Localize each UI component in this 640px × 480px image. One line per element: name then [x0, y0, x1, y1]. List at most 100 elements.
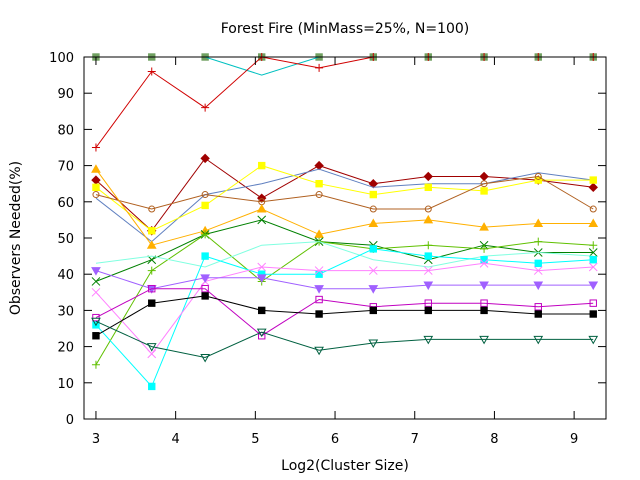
series-point: [201, 230, 210, 239]
series-point: [424, 252, 432, 260]
series-point: [534, 303, 542, 311]
plot-marks: [91, 53, 599, 391]
series-point: [314, 346, 324, 356]
series-point: [423, 214, 434, 224]
series-group: [92, 161, 597, 235]
axes: 0 10 20 30 40 50 60 70 80 90 100 3 4 5 6 7 8 9: [49, 51, 606, 447]
series-group: [91, 317, 599, 363]
series-line: [95, 56, 594, 148]
series-group: [92, 292, 597, 340]
series-point: [148, 227, 156, 235]
series-point: [479, 222, 489, 231]
series-point: [424, 205, 432, 213]
series-point: [315, 270, 323, 278]
series-point: [423, 266, 433, 275]
series-point: [589, 176, 597, 184]
series-point: [423, 335, 434, 345]
series-group: [92, 172, 597, 213]
x-tick-label: 8: [490, 432, 498, 447]
series-line: [95, 168, 594, 246]
series-point: [480, 256, 488, 264]
series-point: [480, 299, 488, 307]
series-group: [95, 241, 594, 268]
series-line: [95, 270, 594, 290]
series-point: [91, 267, 101, 276]
series-point: [315, 63, 324, 72]
series-point: [533, 266, 543, 275]
series-point: [92, 313, 100, 322]
series-point: [257, 262, 267, 272]
series-line: [95, 241, 594, 268]
series-point: [148, 382, 156, 391]
series-point: [480, 180, 488, 188]
series-point: [589, 241, 598, 250]
series-point: [256, 328, 267, 338]
series-point: [480, 306, 488, 315]
series-point: [369, 190, 377, 199]
series-point: [201, 103, 210, 112]
x-tick-label: 6: [331, 432, 339, 447]
series-point: [315, 310, 323, 318]
x-tick-label: 7: [411, 432, 419, 447]
y-axis-title: Observers Needed(%): [8, 161, 24, 315]
series-point: [534, 259, 542, 268]
series-point: [424, 183, 432, 192]
series-line: [95, 165, 594, 232]
y-tick-label: 60: [57, 196, 74, 211]
y-tick-label: 80: [57, 123, 74, 138]
y-tick-label: 10: [57, 377, 74, 392]
series-point: [147, 67, 156, 76]
series-point: [369, 205, 377, 213]
series-point: [91, 143, 100, 152]
y-tick-label: 20: [57, 341, 74, 356]
series-line: [95, 295, 594, 337]
series-point: [533, 218, 544, 228]
series-point: [588, 218, 599, 228]
series-line: [95, 262, 594, 355]
series-point: [91, 277, 101, 286]
series-point: [314, 266, 324, 275]
series-point: [201, 284, 209, 293]
series-point: [588, 281, 599, 291]
series-point: [369, 306, 377, 315]
series-point: [588, 335, 599, 345]
series-group: [92, 284, 597, 340]
series-point: [314, 285, 324, 294]
series-point: [424, 306, 432, 315]
series-group: [91, 53, 598, 152]
series-line: [95, 248, 594, 388]
series-group: [91, 267, 599, 294]
y-tick-label: 50: [57, 232, 74, 247]
x-tick-label: 9: [570, 432, 578, 447]
series-point: [92, 332, 100, 340]
series-point: [533, 335, 544, 345]
x-tick-label: 3: [92, 432, 100, 447]
series-point: [588, 182, 598, 193]
series-point: [257, 215, 267, 225]
y-tick-label: 40: [57, 268, 74, 283]
series-point: [534, 237, 543, 246]
y-tick-label: 70: [57, 160, 74, 175]
series-point: [368, 218, 379, 228]
series-point: [148, 299, 156, 307]
x-tick-label: 5: [251, 432, 259, 447]
series-point: [423, 171, 433, 182]
series-point: [424, 299, 432, 307]
y-tick-label: 100: [49, 51, 74, 66]
series-point: [201, 201, 209, 210]
series-group: [91, 215, 598, 286]
series-line: [95, 288, 594, 337]
series-point: [148, 284, 156, 293]
chart-title: Forest Fire (MinMass=25%, N=100): [221, 21, 470, 37]
series-point: [91, 317, 101, 327]
series-point: [91, 360, 100, 369]
series-point: [589, 256, 597, 264]
series-point: [534, 172, 542, 180]
series-point: [534, 310, 542, 318]
series-point: [368, 285, 379, 294]
series-point: [201, 191, 209, 199]
series-point: [589, 205, 597, 213]
series-point: [479, 171, 489, 182]
series-point: [147, 349, 157, 359]
